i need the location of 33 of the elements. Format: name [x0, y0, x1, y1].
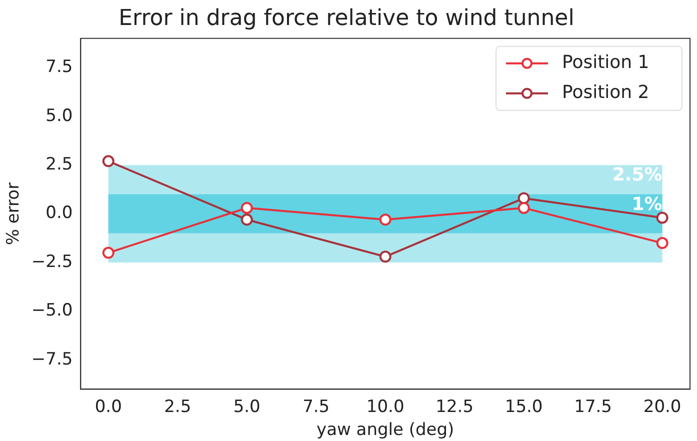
y-tick-label: −5.0 — [31, 300, 73, 321]
point — [379, 214, 392, 226]
x-tick-label: 20.0 — [643, 396, 682, 417]
legend-label: Position 2 — [562, 82, 650, 104]
y-tick-label: 0.0 — [46, 203, 73, 224]
point — [656, 237, 668, 250]
x-axis-title: yaw angle (deg) — [316, 420, 454, 440]
x-tick-label: 2.5 — [164, 396, 192, 417]
y-tick-label: 2.5 — [46, 154, 73, 174]
chart-title: Error in drag force relative to wind tunnel — [118, 6, 574, 31]
point — [518, 192, 530, 204]
point — [102, 246, 114, 259]
y-axis-title: % error — [4, 182, 24, 246]
point — [240, 202, 253, 214]
point — [379, 250, 392, 263]
point — [518, 202, 530, 214]
y-tick-label: 7.5 — [46, 57, 73, 78]
x-tick-label: 10.0 — [366, 396, 404, 417]
x-tick-label: 17.5 — [574, 396, 612, 417]
point — [240, 214, 253, 226]
point — [656, 212, 668, 224]
x-tick-label: 12.5 — [436, 396, 474, 417]
y-tick-label: 5.0 — [46, 106, 73, 126]
x-tick-label: 0.0 — [94, 396, 122, 417]
point — [102, 155, 114, 168]
band-label: 2.5% — [612, 164, 662, 186]
x-tick-label: 5.0 — [233, 396, 260, 417]
band-label: 1% — [632, 194, 662, 215]
x-tick-label: 15.0 — [504, 396, 543, 417]
y-tick-label: −2.5 — [31, 252, 73, 272]
x-tick-label: 7.5 — [302, 396, 330, 417]
y-tick-label: −7.5 — [31, 349, 73, 370]
legend-label: Position 1 — [562, 52, 650, 74]
